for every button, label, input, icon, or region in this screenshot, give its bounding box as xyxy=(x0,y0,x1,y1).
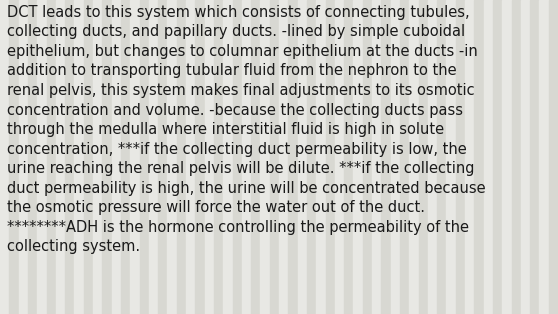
Bar xyxy=(84,0,93,314)
Bar xyxy=(65,0,74,314)
Bar xyxy=(325,0,335,314)
Bar xyxy=(307,0,316,314)
Bar xyxy=(418,0,428,314)
Bar xyxy=(28,0,37,314)
Bar xyxy=(316,0,325,314)
Bar xyxy=(456,0,465,314)
Bar xyxy=(177,0,186,314)
Bar xyxy=(74,0,84,314)
Bar xyxy=(121,0,130,314)
Bar xyxy=(261,0,270,314)
Bar xyxy=(400,0,409,314)
Bar xyxy=(493,0,502,314)
Bar xyxy=(270,0,279,314)
Bar xyxy=(102,0,112,314)
Bar xyxy=(353,0,363,314)
Bar xyxy=(233,0,242,314)
Bar xyxy=(335,0,344,314)
Bar xyxy=(437,0,446,314)
Bar xyxy=(512,0,521,314)
Bar xyxy=(158,0,167,314)
Bar xyxy=(363,0,372,314)
Bar xyxy=(428,0,437,314)
Bar xyxy=(279,0,288,314)
Bar xyxy=(242,0,251,314)
Bar xyxy=(18,0,28,314)
Bar xyxy=(205,0,214,314)
Bar xyxy=(112,0,121,314)
Bar xyxy=(93,0,102,314)
Bar xyxy=(167,0,177,314)
Bar xyxy=(474,0,484,314)
Bar xyxy=(381,0,391,314)
Bar xyxy=(9,0,18,314)
Bar xyxy=(446,0,456,314)
Bar xyxy=(465,0,474,314)
Bar xyxy=(214,0,223,314)
Bar xyxy=(140,0,149,314)
Bar xyxy=(251,0,261,314)
Bar xyxy=(530,0,540,314)
Bar xyxy=(0,0,9,314)
Bar xyxy=(186,0,195,314)
Bar xyxy=(195,0,205,314)
Bar xyxy=(344,0,353,314)
Bar xyxy=(540,0,549,314)
Bar xyxy=(288,0,297,314)
Bar xyxy=(130,0,140,314)
Bar xyxy=(521,0,530,314)
Bar xyxy=(409,0,418,314)
Bar xyxy=(549,0,558,314)
Bar xyxy=(56,0,65,314)
Bar xyxy=(484,0,493,314)
Bar xyxy=(502,0,512,314)
Bar xyxy=(297,0,307,314)
Bar xyxy=(223,0,233,314)
Bar xyxy=(37,0,46,314)
Bar xyxy=(372,0,381,314)
Bar xyxy=(46,0,56,314)
Text: DCT leads to this system which consists of connecting tubules,
collecting ducts,: DCT leads to this system which consists … xyxy=(7,5,485,254)
Bar xyxy=(149,0,158,314)
Bar xyxy=(391,0,400,314)
